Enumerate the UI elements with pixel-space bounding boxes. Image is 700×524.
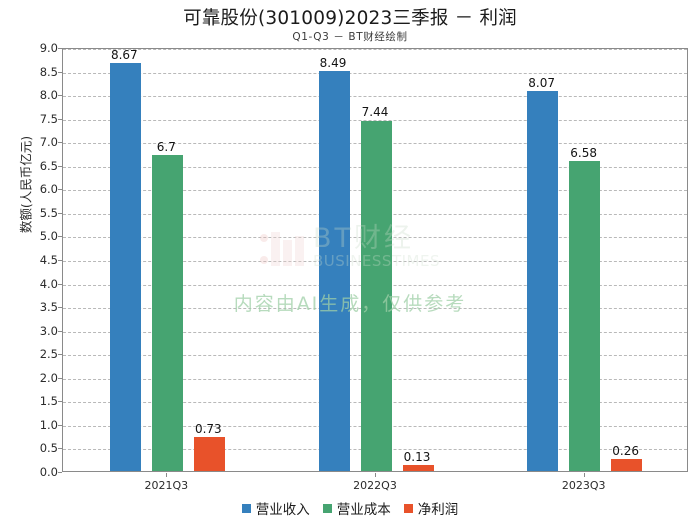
bar-value-label: 8.67: [110, 47, 138, 62]
legend-label: 营业成本: [336, 502, 391, 518]
y-axis-tick-mark: [58, 377, 62, 379]
y-axis-tick-mark: [58, 330, 62, 332]
legend-label: 营业收入: [255, 502, 310, 518]
bar-value-label: 6.58: [570, 146, 598, 160]
y-axis-tick-mark: [58, 307, 62, 309]
y-axis-tick-label: 4.5: [39, 253, 58, 267]
y-axis-tick-mark: [58, 212, 62, 214]
gridline: [63, 49, 687, 50]
legend-swatch-icon: [403, 503, 413, 513]
y-axis-tick-mark: [58, 354, 62, 356]
y-axis-tick-label: 6.5: [39, 158, 58, 173]
y-axis-tick-label: 8.5: [39, 64, 58, 79]
y-axis-tick-label: 3.0: [39, 323, 58, 338]
y-axis-tick-mark: [58, 48, 62, 49]
bar[interactable]: [402, 464, 434, 471]
y-axis-tick-label: 7.0: [39, 135, 58, 150]
y-axis-tick-label: 6.0: [39, 182, 58, 197]
y-axis-tick-mark: [58, 189, 62, 191]
bar[interactable]: [611, 458, 643, 471]
bar-value-label: 0.73: [194, 421, 222, 436]
chart-subtitle: Q1-Q3 － BT财经绘制: [292, 31, 408, 43]
y-axis-tick-label: 5.5: [39, 205, 58, 220]
legend-swatch-icon: [322, 503, 332, 513]
y-axis-tick-label: 5.0: [39, 229, 58, 244]
bar[interactable]: [318, 71, 350, 471]
y-axis-tick-mark: [58, 472, 62, 473]
legend-item[interactable]: 营业收入: [241, 498, 310, 518]
x-axis-tick-label: 2022Q3: [353, 479, 397, 492]
y-axis-tick-label: 2.0: [39, 370, 58, 385]
y-axis-tick-mark: [58, 424, 62, 426]
gridline: [63, 72, 687, 74]
y-axis-tick-mark: [58, 118, 62, 120]
legend-item[interactable]: 净利润: [403, 498, 459, 518]
y-axis-tick-mark: [58, 165, 62, 167]
y-axis-tick-label: 3.5: [39, 300, 58, 315]
legend-item[interactable]: 营业成本: [322, 498, 391, 518]
bar[interactable]: [193, 436, 225, 471]
y-axis-tick-label: 8.0: [39, 88, 58, 103]
y-axis-tick-label: 1.5: [39, 394, 58, 409]
y-axis-tick-label: 0.0: [39, 465, 58, 479]
x-axis-tick-mark: [375, 473, 376, 477]
x-axis-tick-mark: [583, 473, 585, 477]
chart-title: 可靠股份(301009)2023三季报 － 利润: [183, 8, 517, 29]
y-axis-tick-label: 4.0: [39, 276, 58, 291]
y-axis-tick-label: 7.5: [39, 111, 58, 126]
gridline: [63, 96, 687, 98]
bar[interactable]: [109, 62, 141, 471]
y-axis-tick-label: 0.5: [39, 441, 58, 456]
bar[interactable]: [151, 155, 183, 471]
y-axis-tick-mark: [58, 401, 62, 403]
bar[interactable]: [360, 120, 392, 471]
bar[interactable]: [527, 90, 559, 471]
bar[interactable]: [569, 161, 601, 471]
bar-value-label: 0.26: [612, 443, 640, 458]
bar-value-label: 7.44: [361, 105, 389, 120]
bar-value-label: 6.7: [156, 140, 176, 155]
legend-label: 净利润: [417, 502, 459, 518]
plot-area: [62, 48, 688, 472]
bar-value-label: 8.49: [319, 56, 347, 71]
x-axis-tick-label: 2023Q3: [561, 479, 606, 492]
x-axis-tick-mark: [166, 473, 168, 477]
bar-value-label: 0.13: [403, 449, 431, 464]
chart-legend: 营业收入 营业成本 净利润: [0, 498, 700, 518]
y-axis-tick-mark: [58, 260, 62, 261]
y-axis-tick-label: 2.5: [39, 347, 58, 362]
y-axis-tick-mark: [58, 236, 62, 238]
y-axis-tick-mark: [58, 71, 62, 73]
legend-swatch-icon: [241, 503, 251, 513]
gridline: [63, 119, 687, 121]
y-axis-tick-mark: [58, 448, 62, 450]
y-axis-tick-mark: [58, 142, 62, 144]
x-axis-tick-label: 2021Q3: [144, 479, 189, 492]
bar-value-label: 8.07: [528, 75, 556, 90]
y-axis-tick-label: 9.0: [39, 41, 58, 55]
y-axis-tick-mark: [58, 283, 62, 285]
y-axis-tick-label: 1.0: [39, 417, 58, 432]
y-axis-tick-mark: [58, 95, 62, 97]
